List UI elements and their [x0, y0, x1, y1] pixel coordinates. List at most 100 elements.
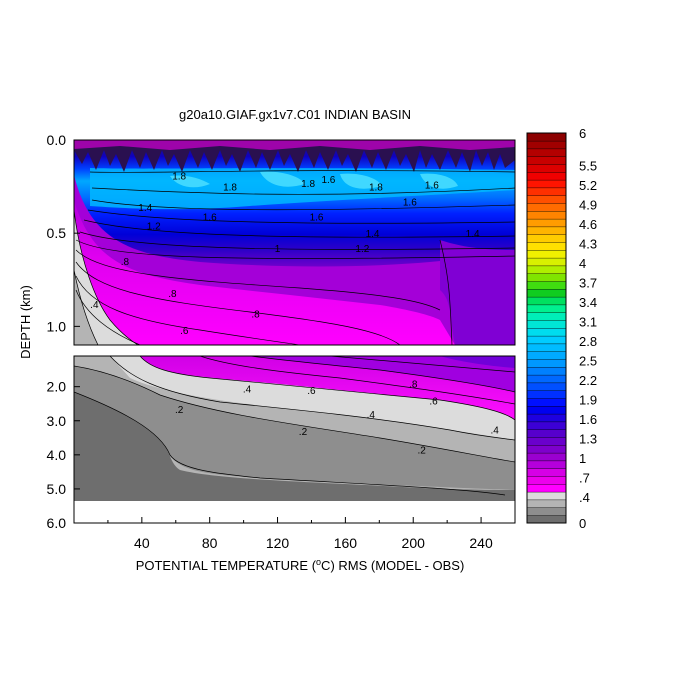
- lower-panel-frame: [73, 355, 516, 524]
- x-tick-label: 120: [266, 535, 290, 551]
- lower-panel: [73, 355, 516, 524]
- colorbar-label: 4.6: [579, 217, 597, 232]
- colorbar-swatch: [526, 351, 567, 360]
- colorbar-swatch: [526, 156, 567, 165]
- colorbar-label: 3.1: [579, 315, 597, 330]
- x-tick-label: 80: [202, 535, 218, 551]
- contour-label: 1.2: [355, 244, 369, 255]
- colorbar-swatch: [526, 132, 567, 142]
- colorbar-label: 2.5: [579, 354, 597, 369]
- contour-label: 1.6: [203, 212, 217, 223]
- contour-label: 1.4: [138, 203, 152, 214]
- colorbar-swatch: [526, 273, 567, 282]
- contour-label: .2: [175, 405, 184, 416]
- contour-label: .6: [429, 396, 438, 407]
- contour-labels: 1.81.8 1.8 1.61.8 1.61.61.41.6 1.61.21.4 1.41…: [90, 171, 499, 456]
- colorbar-swatch: [526, 218, 567, 228]
- colorbar-swatch: [526, 257, 567, 267]
- upper-panel-frame: [73, 139, 516, 346]
- colorbar-swatch: [526, 421, 567, 430]
- colorbar-swatch: [526, 171, 567, 181]
- colorbar-swatch: [526, 452, 567, 462]
- colorbar-swatch: [526, 429, 567, 438]
- contour-label: 1.6: [310, 212, 324, 223]
- contour-label: .6: [307, 386, 316, 397]
- colorbar-swatch: [526, 288, 567, 298]
- x-axis-label-prefix: POTENTIAL TEMPERATURE (: [136, 558, 317, 573]
- x-tick-label: 200: [402, 535, 426, 551]
- colorbar-swatch: [526, 195, 567, 204]
- colorbar-swatch: [526, 163, 567, 173]
- lower-y-tick-label: 3.0: [47, 413, 67, 429]
- contour-label: 1.4: [466, 229, 480, 240]
- colorbar-swatch: [526, 234, 567, 243]
- colorbar-swatch: [526, 491, 567, 501]
- colorbar-swatch: [526, 335, 567, 345]
- colorbar-swatch: [526, 140, 567, 150]
- lower-y-tick-label: 5.0: [47, 481, 67, 497]
- contour-label: .6: [180, 326, 189, 337]
- colorbar-label: 1: [579, 451, 586, 466]
- x-axis-label: POTENTIAL TEMPERATURE (oC) RMS (MODEL - …: [136, 557, 465, 573]
- lower-lightgrey-region: [110, 356, 515, 440]
- colorbar-swatch: [526, 320, 567, 329]
- upper-contour-lines: [74, 170, 515, 345]
- colorbar-swatch: [526, 405, 567, 415]
- colorbar-swatch: [526, 476, 567, 485]
- lower-y-tick-label: 6.0: [47, 515, 67, 531]
- colorbar-label: 2.8: [579, 334, 597, 349]
- lower-midgrey-region: [74, 366, 515, 490]
- colorbar-swatch: [526, 359, 567, 368]
- contour-label: .4: [90, 300, 99, 311]
- contour-label: .8: [168, 289, 177, 300]
- colorbar-swatch: [526, 468, 567, 477]
- contour-label: .8: [409, 379, 418, 390]
- contour-label: .2: [299, 427, 308, 438]
- lower-white-bottom: [74, 501, 515, 523]
- lower-y-tick-label: 2.0: [47, 379, 67, 395]
- contour-label: 1: [275, 244, 281, 255]
- contour-label: 1.6: [425, 181, 439, 192]
- colorbar-swatch: [526, 507, 567, 516]
- colorbar-label: 1.9: [579, 393, 597, 408]
- contour-label: 1.6: [321, 175, 335, 186]
- chart-title: g20a10.GIAF.gx1v7.C01 INDIAN BASIN: [179, 107, 411, 122]
- upper-y-tick-label: 0.5: [47, 225, 67, 241]
- y-axis-label: DEPTH (km): [18, 285, 33, 359]
- colorbar-swatch: [526, 241, 567, 251]
- x-axis-label-unit: C: [321, 558, 330, 573]
- x-tick-label: 160: [334, 535, 358, 551]
- colorbar-swatch: [526, 226, 567, 235]
- colorbar-label: 4.3: [579, 237, 597, 252]
- colorbar-swatch: [526, 281, 567, 290]
- contour-label: .4: [490, 425, 499, 436]
- colorbar-swatch: [526, 296, 567, 306]
- upper-violet-tongue: [440, 240, 515, 345]
- contour-label: 1.8: [172, 171, 186, 182]
- axes: 40 80 120 160 200 240 0.0 0.5 1.0 2.0 3.0 4.0 5.0 6.0: [47, 132, 493, 551]
- colorbar-swatch: [526, 444, 567, 454]
- colorbar-label: 3.4: [579, 295, 597, 310]
- colorbar-swatch: [526, 179, 567, 189]
- colorbar-swatch: [526, 210, 567, 220]
- lower-violet-deep: [440, 356, 515, 368]
- colorbar-swatch: [526, 382, 567, 391]
- contour-label: 1.8: [369, 183, 383, 194]
- colorbar-label: .4: [579, 490, 590, 505]
- colorbar-label: 6: [579, 126, 586, 141]
- x-axis-label-degree: o: [316, 557, 321, 567]
- lower-y-tick-label: 4.0: [47, 447, 67, 463]
- contour-label: .4: [243, 384, 252, 395]
- contour-label: 1.2: [147, 222, 161, 233]
- colorbar-swatch: [526, 413, 567, 423]
- colorbar-label: 4.9: [579, 198, 597, 213]
- contour-label: 1.4: [366, 229, 380, 240]
- colorbar-label: 3.7: [579, 276, 597, 291]
- contour-label: 1.8: [223, 183, 237, 194]
- colorbar-swatch: [526, 515, 567, 524]
- lower-violet-region: [250, 356, 515, 392]
- upper-y-tick-label: 1.0: [47, 318, 67, 334]
- contour-label: .4: [367, 410, 376, 421]
- colorbar-swatch: [526, 437, 567, 446]
